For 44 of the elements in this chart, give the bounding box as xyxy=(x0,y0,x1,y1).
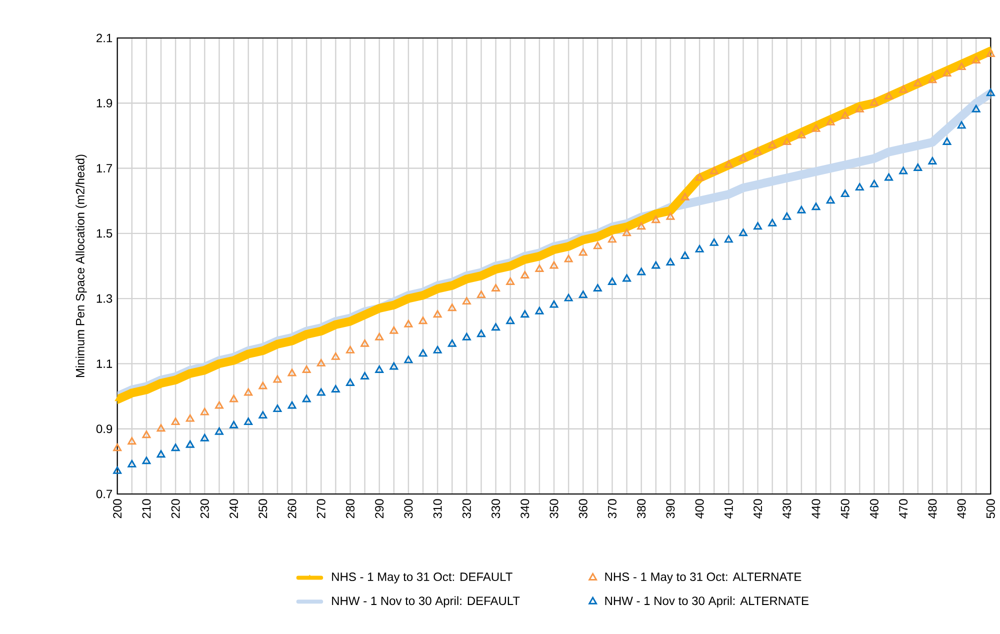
x-tick-label: 370 xyxy=(608,499,616,518)
x-tick-label: 480 xyxy=(928,499,937,518)
legend-label: NHW - 1 Nov to 30 April: ALTERNATE xyxy=(605,596,808,608)
x-tick-label: 500 xyxy=(986,499,995,518)
x-tick-label: 260 xyxy=(288,499,296,518)
x-tick-label: 200 xyxy=(113,499,122,518)
x-tick-label: 400 xyxy=(695,499,704,518)
x-tick-label: 430 xyxy=(782,499,792,518)
x-tick-label: 320 xyxy=(462,499,471,518)
x-tick-label: 250 xyxy=(258,499,268,518)
x-tick-label: 210 xyxy=(142,499,151,518)
x-tick-label: 310 xyxy=(433,499,442,518)
y-axis-title: Minimum Pen Space Allocation (m2/head) xyxy=(76,154,87,378)
x-tick-label: 300 xyxy=(404,499,413,518)
y-tick-label: 1.7 xyxy=(96,164,112,172)
x-tick-label: 460 xyxy=(870,499,878,518)
y-tick-label: 1.1 xyxy=(96,360,112,368)
x-tick-label: 490 xyxy=(957,499,966,518)
y-tick-label: 0.7 xyxy=(96,490,112,498)
x-tick-label: 390 xyxy=(666,499,675,518)
legend-label: NHW - 1 Nov to 30 April: DEFAULT xyxy=(332,596,520,608)
x-tick-label: 360 xyxy=(578,499,588,518)
x-tick-label: 330 xyxy=(492,499,500,518)
x-tick-label: 420 xyxy=(754,499,762,518)
legend-label: NHS - 1 May to 31 Oct: DEFAULT xyxy=(332,572,512,584)
x-tick-label: 380 xyxy=(637,499,646,518)
x-tick-label: 230 xyxy=(200,499,209,518)
x-tick-label: 220 xyxy=(171,499,180,518)
y-tick-label: 2.1 xyxy=(96,34,112,42)
x-tick-label: 350 xyxy=(550,499,558,518)
y-tick-label: 0.9 xyxy=(96,424,112,434)
x-tick-label: 410 xyxy=(724,499,733,518)
x-tick-label: 470 xyxy=(899,499,908,518)
x-tick-label: 240 xyxy=(230,499,238,518)
x-tick-label: 340 xyxy=(520,499,530,518)
x-tick-label: 290 xyxy=(375,499,384,518)
x-tick-label: 440 xyxy=(812,499,820,518)
x-tick-label: 270 xyxy=(316,499,326,518)
y-tick-label: 1.9 xyxy=(96,98,112,108)
x-tick-label: 450 xyxy=(840,499,850,518)
x-tick-label: 280 xyxy=(346,499,354,518)
y-tick-label: 1.5 xyxy=(96,229,112,238)
legend-label: NHS - 1 May to 31 Oct: ALTERNATE xyxy=(605,572,802,584)
y-tick-label: 1.3 xyxy=(96,294,112,303)
